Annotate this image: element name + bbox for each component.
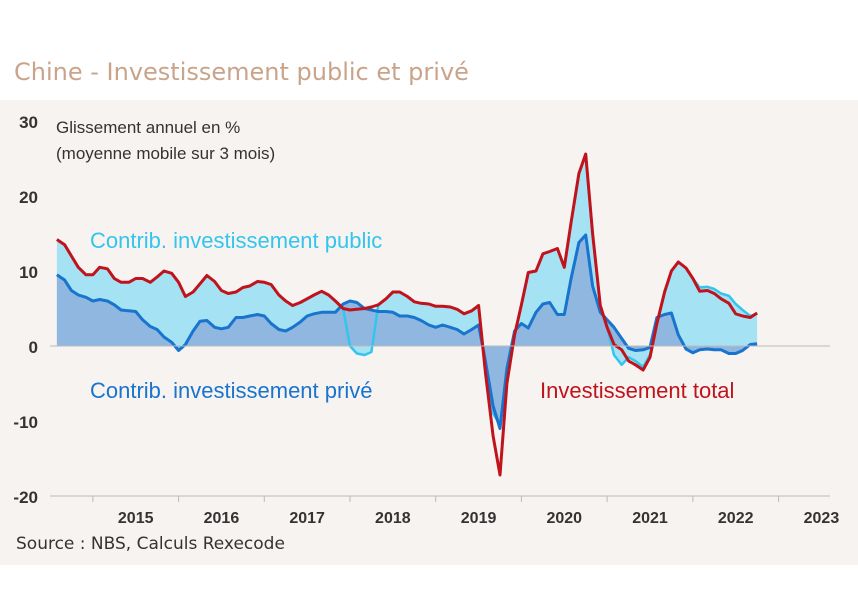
- annotation-private: Contrib. investissement privé: [90, 378, 372, 403]
- total-line: [56, 152, 758, 477]
- x-tick-label: 2020: [546, 510, 582, 527]
- y-tick-label: 30: [19, 113, 38, 132]
- private-line: [56, 233, 758, 430]
- x-tick-label: 2017: [289, 510, 325, 527]
- private-area: [56, 235, 758, 429]
- y-tick-label: 10: [19, 263, 38, 282]
- x-tick-label: 2022: [718, 510, 754, 527]
- public-area: [56, 154, 758, 425]
- x-tick-label: 2019: [461, 510, 497, 527]
- x-tick-label: 2023: [804, 510, 840, 527]
- x-tick-label: 2018: [375, 510, 411, 527]
- y-tick-label: 20: [19, 188, 38, 207]
- annotation-total: Investissement total: [540, 378, 734, 403]
- source-note: Source : NBS, Calculs Rexecode: [16, 534, 285, 554]
- annotation-public: Contrib. investissement public: [90, 228, 382, 253]
- x-tick-label: 2016: [204, 510, 240, 527]
- y-tick-label: -20: [13, 488, 38, 507]
- x-tick-label: 2021: [632, 510, 668, 527]
- y-tick-label: -10: [13, 413, 38, 432]
- y-axis-label-sub: (moyenne mobile sur 3 mois): [56, 144, 275, 163]
- y-tick-label: 0: [29, 338, 38, 357]
- chart-title: Chine - Investissement public et privé: [14, 58, 469, 86]
- y-axis-label: Glissement annuel en %: [56, 118, 240, 137]
- x-tick-label: 2015: [118, 510, 154, 527]
